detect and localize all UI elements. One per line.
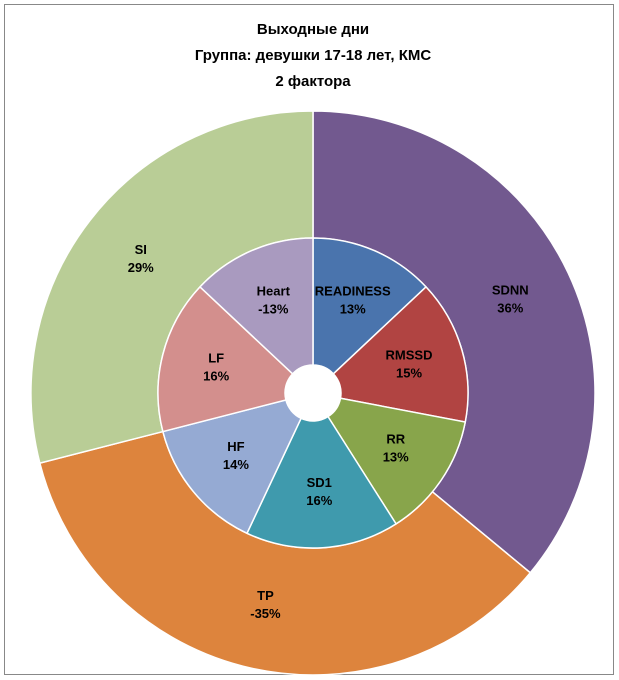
value-label: 36% <box>497 301 523 316</box>
slice-label: RR <box>386 432 405 447</box>
slice <box>312 237 428 375</box>
slice-label: SI <box>135 242 147 257</box>
slice <box>161 399 303 535</box>
value-label: 16% <box>306 493 332 508</box>
value-label: 16% <box>203 369 229 384</box>
value-label: 13% <box>383 450 409 465</box>
slice-label: TP <box>257 588 274 603</box>
chart-title: 2 фактора <box>275 73 351 90</box>
slice-label: LF <box>208 351 224 366</box>
chart-title: Группа: девушки 17-18 лет, КМС <box>195 47 432 64</box>
slice <box>326 397 467 525</box>
slice <box>157 285 294 433</box>
chart-title: Выходные дни <box>257 21 369 38</box>
slice-label: HF <box>227 439 244 454</box>
slice-label: Heart <box>257 284 291 299</box>
value-label: -35% <box>250 606 281 621</box>
value-label: 15% <box>396 366 422 381</box>
value-label: -13% <box>258 302 289 317</box>
slice <box>198 237 314 375</box>
slice <box>246 415 398 549</box>
slice-label: SD1 <box>307 475 332 490</box>
value-label: 13% <box>340 302 366 317</box>
slice <box>332 285 469 423</box>
value-label: 14% <box>223 457 249 472</box>
slice-label: SDNN <box>492 283 529 298</box>
slice-label: READINESS <box>315 284 391 299</box>
value-label: 29% <box>128 260 154 275</box>
slice-label: RMSSD <box>386 348 433 363</box>
